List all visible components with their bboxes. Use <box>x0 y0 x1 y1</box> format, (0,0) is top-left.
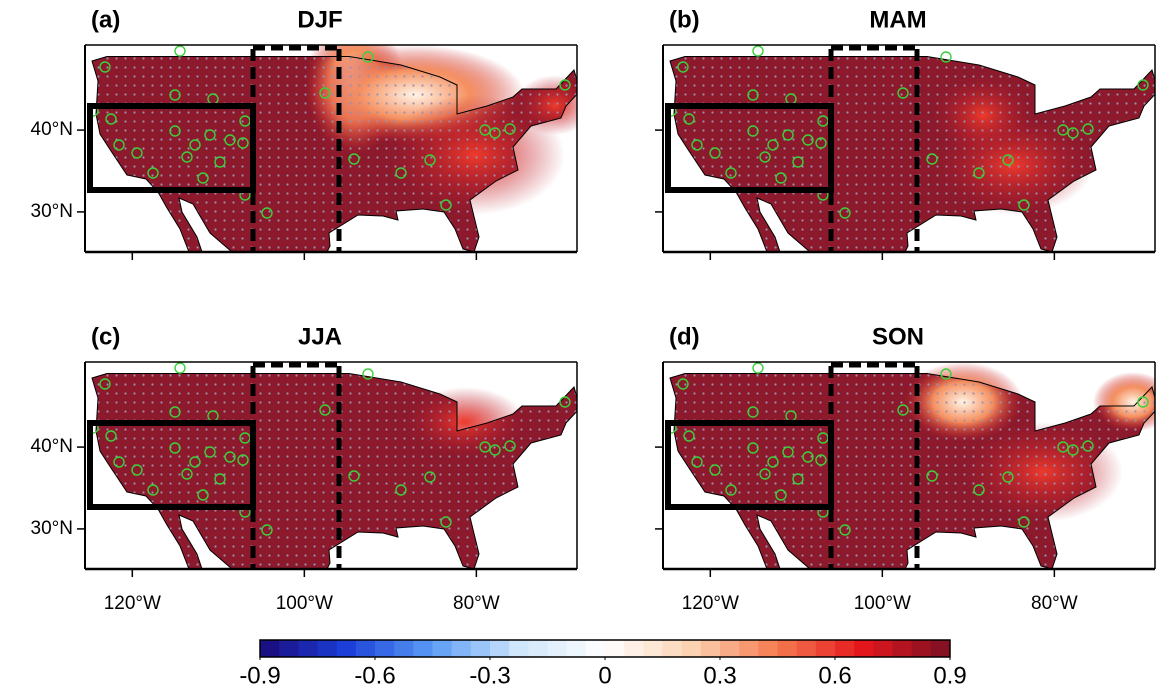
colorbar-swatch <box>585 640 606 657</box>
panel-title: MAM <box>869 6 926 33</box>
colorbar-swatch <box>547 640 568 657</box>
map-panel: (c) JJA 120°W 100°W 80°W 40°N 30°N <box>31 323 578 614</box>
panel-title: DJF <box>297 6 342 33</box>
colorbar-swatch <box>509 640 529 657</box>
colorbar-tick-label: -0.9 <box>239 662 280 689</box>
colorbar-tick-label: 0 <box>598 662 611 689</box>
colorbar-swatch <box>720 640 740 657</box>
colorbar-swatch <box>892 640 913 657</box>
colorbar-swatch <box>470 640 491 657</box>
panel-label: (d) <box>669 323 700 350</box>
colorbar-swatch <box>528 640 548 657</box>
colorbar-swatch <box>796 640 817 657</box>
colorbar-swatch <box>394 640 414 657</box>
colorbar-tick-label: 0.6 <box>818 662 851 689</box>
panels: (a) DJF 40°N 30°N (b) MAM (c) JJA 120°W 100°W 80°W… <box>31 6 1156 614</box>
map-panel: (a) DJF 40°N 30°N <box>31 6 578 260</box>
panel-title: JJA <box>298 323 342 350</box>
colorbar-swatch <box>451 640 472 657</box>
colorbar-swatch <box>413 640 433 657</box>
colorbar-swatch <box>758 640 778 657</box>
colorbar-swatch <box>260 640 280 657</box>
colorbar-swatch <box>605 640 625 657</box>
colorbar-swatch <box>298 640 318 657</box>
panel-label: (c) <box>91 323 120 350</box>
map-panel: (d) SON 120°W 100°W 80°W <box>655 323 1156 614</box>
lon-tick-label: 100°W <box>854 593 911 614</box>
panel-title: SON <box>872 323 924 350</box>
map-body <box>666 46 1155 252</box>
colorbar-swatch <box>432 640 453 657</box>
colorbar-swatch <box>336 640 357 657</box>
colorbar-swatch <box>279 640 299 657</box>
colorbar-tick-label: -0.3 <box>469 662 510 689</box>
colorbar-swatch <box>490 640 510 657</box>
colorbar-swatch <box>815 640 836 657</box>
colorbar-swatch <box>700 640 721 657</box>
lon-tick-label: 100°W <box>276 593 333 614</box>
colorbar-swatch <box>624 640 644 657</box>
lon-tick-label: 80°W <box>1031 593 1078 614</box>
colorbar-swatch <box>911 640 932 657</box>
colorbar-swatch <box>375 640 395 657</box>
map-body <box>88 45 577 252</box>
colorbar-tick-label: 0.3 <box>703 662 736 689</box>
map-body <box>666 362 1155 569</box>
lat-tick-label: 30°N <box>31 518 73 539</box>
colorbar-swatch <box>835 640 855 657</box>
colorbar: -0.9 -0.6 -0.3 0 0.3 0.6 0.9 <box>239 639 967 689</box>
colorbar-swatch <box>854 640 874 657</box>
panel-label: (b) <box>669 6 700 33</box>
colorbar-swatch <box>873 640 893 657</box>
colorbar-swatch <box>662 640 683 657</box>
colorbar-swatch <box>777 640 798 657</box>
colorbar-swatch <box>317 640 338 657</box>
stipple <box>670 56 1155 252</box>
lon-tick-label: 120°W <box>682 593 739 614</box>
colorbar-swatch <box>566 640 587 657</box>
lat-tick-label: 40°N <box>31 119 73 140</box>
lon-tick-label: 120°W <box>104 593 161 614</box>
colorbar-tick-label: 0.9 <box>933 662 966 689</box>
colorbar-tick-label: -0.6 <box>354 662 395 689</box>
lon-tick-label: 80°W <box>453 593 500 614</box>
lat-tick-label: 30°N <box>31 201 73 222</box>
colorbar-swatch <box>681 640 702 657</box>
panel-label: (a) <box>91 6 120 33</box>
stipple <box>670 373 1155 569</box>
map-panel: (b) MAM <box>655 6 1156 260</box>
colorbar-swatch <box>643 640 663 657</box>
lat-tick-label: 40°N <box>31 436 73 457</box>
colorbar-swatch <box>739 640 759 657</box>
colorbar-swatch <box>355 640 376 657</box>
colorbar-swatch <box>930 640 951 657</box>
map-body <box>88 363 577 569</box>
